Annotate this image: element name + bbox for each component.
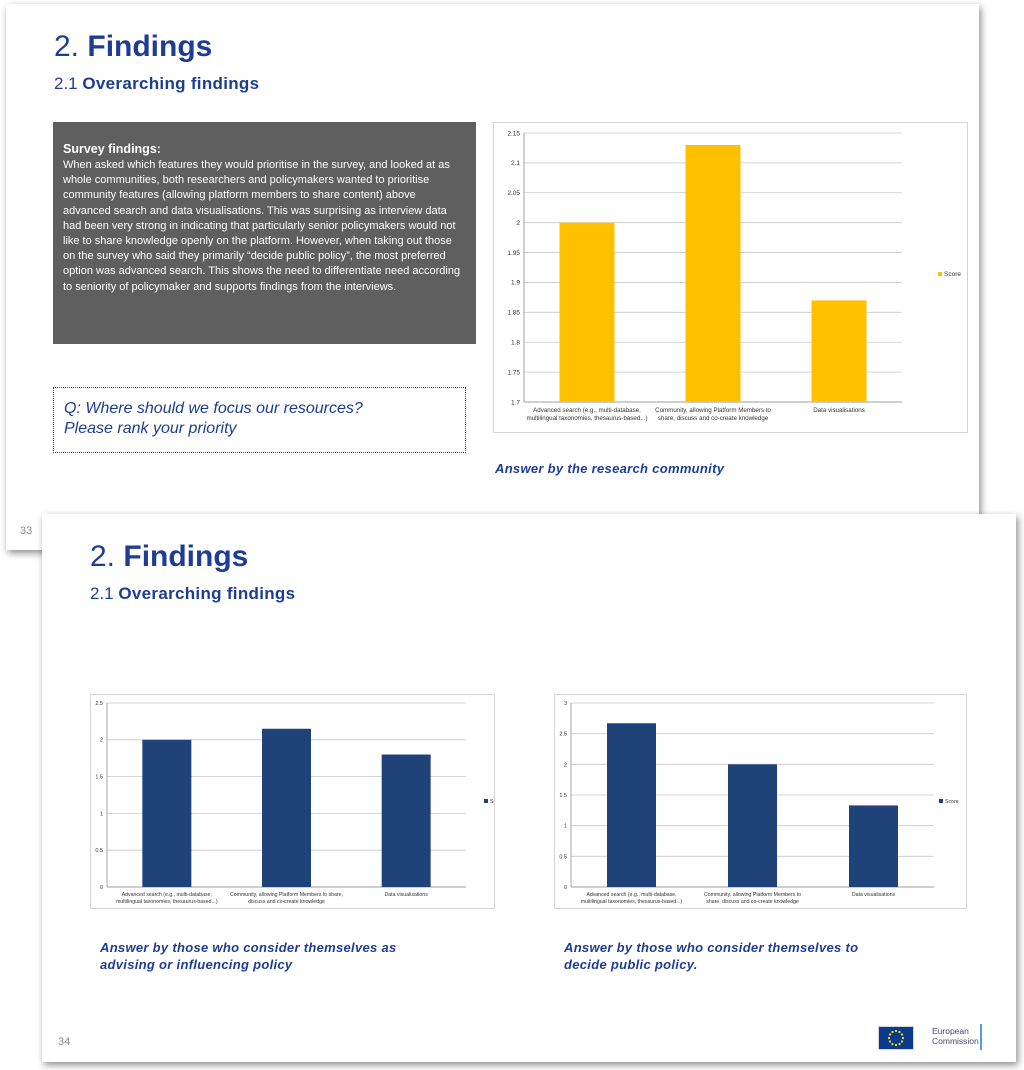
caption-line: advising or influencing policy	[100, 957, 293, 972]
european-commission-logo: European Commission	[870, 1020, 990, 1054]
question-line-1: Q: Where should we focus our resources?	[64, 400, 363, 417]
y-tick-label: 0	[100, 885, 103, 891]
x-category-label: Community, allowing Platform Members to s…	[704, 892, 801, 905]
slide-title: 2. Findings	[90, 540, 249, 573]
slide-title: 2. Findings	[54, 30, 213, 63]
x-category-label: Advanced search (e.g., multi-database, mu…	[526, 407, 647, 422]
research-community-chart-svg: 1.7 1.75 1.8 1.85 1.9 1.95 2 2.05 2.1 2.15 Advance…	[507, 130, 961, 422]
bar	[728, 764, 777, 887]
advising-policy-chart: 0 0.5 1 1.5 2 2.5 Advanced search (e.g., multi…	[90, 694, 495, 909]
logo-text-line: European	[932, 1026, 969, 1036]
y-tick-label: 2.15	[507, 130, 520, 137]
y-tick-label: 2.5	[559, 732, 567, 738]
x-category-label: Data visualisations	[385, 892, 429, 898]
x-category-label: Advanced search (e.g., multi-database, mu…	[116, 892, 218, 905]
caption-line: Answer by those who consider themselves …	[100, 940, 397, 955]
research-community-chart: 1.7 1.75 1.8 1.85 1.9 1.95 2 2.05 2.1 2.15 Advance…	[493, 122, 968, 433]
y-tick-label: 1	[100, 811, 103, 817]
caption-line: decide public policy.	[564, 957, 698, 972]
survey-findings-text: When asked which features they would pri…	[63, 159, 461, 293]
eu-flag-icon	[878, 1026, 914, 1050]
slide-subtitle: 2.1 Overarching findings	[90, 584, 296, 603]
bar	[559, 222, 615, 402]
y-tick-label: 0.5	[95, 848, 103, 854]
legend-swatch	[484, 799, 488, 803]
bar	[607, 723, 656, 887]
y-tick-label: 1.9	[511, 280, 520, 287]
x-category-label: Data visualisations	[852, 892, 896, 898]
y-tick-label: 2.5	[95, 701, 103, 707]
y-tick-label: 2	[564, 762, 567, 768]
research-community-caption: Answer by the research community	[495, 461, 725, 476]
x-category-label: Community, allowing Platform Members to s…	[655, 407, 771, 422]
y-tick-label: 3	[564, 701, 567, 707]
y-tick-label: 1.85	[507, 310, 520, 317]
y-tick-label: 2	[100, 738, 103, 744]
deciding-policy-chart-svg: 0 0.5 1 1.5 2 2.5 3 Advanced search (e.g., mult…	[559, 701, 959, 905]
logo-accent-bar	[980, 1024, 982, 1050]
bar	[142, 739, 192, 887]
y-tick-label: 1.8	[511, 339, 520, 346]
y-tick-label: 2.05	[507, 190, 520, 197]
bar	[262, 728, 311, 887]
bar	[849, 805, 898, 887]
slide-34: 2. Findings 2.1 Overarching findings 0 0.…	[42, 514, 1016, 1062]
page-number: 34	[58, 1036, 71, 1048]
bar	[381, 754, 431, 887]
y-tick-label: 1.5	[559, 793, 567, 799]
advising-policy-caption: Answer by those who consider themselves …	[100, 939, 397, 973]
x-category-label: Data visualisations	[813, 407, 865, 414]
x-category-label: Community, allowing Platform Members to …	[230, 892, 343, 905]
y-tick-label: 1.7	[511, 399, 520, 406]
legend-label: Score	[945, 799, 959, 805]
y-tick-label: 1.5	[95, 775, 103, 781]
x-category-label: Advanced search (e.g., multi-database, mu…	[581, 892, 683, 905]
slide-subtitle: 2.1 Overarching findings	[54, 74, 260, 93]
deciding-policy-caption: Answer by those who consider themselves …	[564, 939, 858, 973]
logo-text: European Commission	[932, 1026, 979, 1046]
advising-policy-chart-svg: 0 0.5 1 1.5 2 2.5 Advanced search (e.g., multi…	[95, 701, 494, 905]
legend-swatch	[938, 272, 942, 276]
logo-text-line: Commission	[932, 1036, 979, 1046]
y-tick-label: 2	[516, 220, 520, 227]
legend-label: Score	[944, 271, 961, 278]
y-tick-label: 1.95	[507, 250, 520, 257]
deciding-policy-chart: 0 0.5 1 1.5 2 2.5 3 Advanced search (e.g., mult…	[554, 694, 967, 909]
survey-findings-heading: Survey findings:	[63, 142, 161, 156]
y-tick-label: 1.75	[507, 369, 520, 376]
legend-label: Score	[490, 799, 494, 805]
page-number: 33	[20, 525, 33, 537]
question-box: Q: Where should we focus our resources? …	[53, 387, 466, 453]
y-tick-label: 0	[564, 885, 567, 891]
y-tick-label: 2.1	[511, 160, 520, 167]
bar	[685, 144, 741, 402]
question-line-2: Please rank your priority	[64, 420, 237, 437]
survey-findings-box: Survey findings: When asked which featur…	[53, 122, 476, 344]
slide-33: 2. Findings 2.1 Overarching findings Sur…	[6, 4, 979, 550]
legend-swatch	[939, 799, 943, 803]
bar	[811, 300, 867, 402]
caption-line: Answer by those who consider themselves …	[564, 940, 859, 955]
y-tick-label: 0.5	[559, 854, 567, 860]
y-tick-label: 1	[564, 824, 567, 830]
